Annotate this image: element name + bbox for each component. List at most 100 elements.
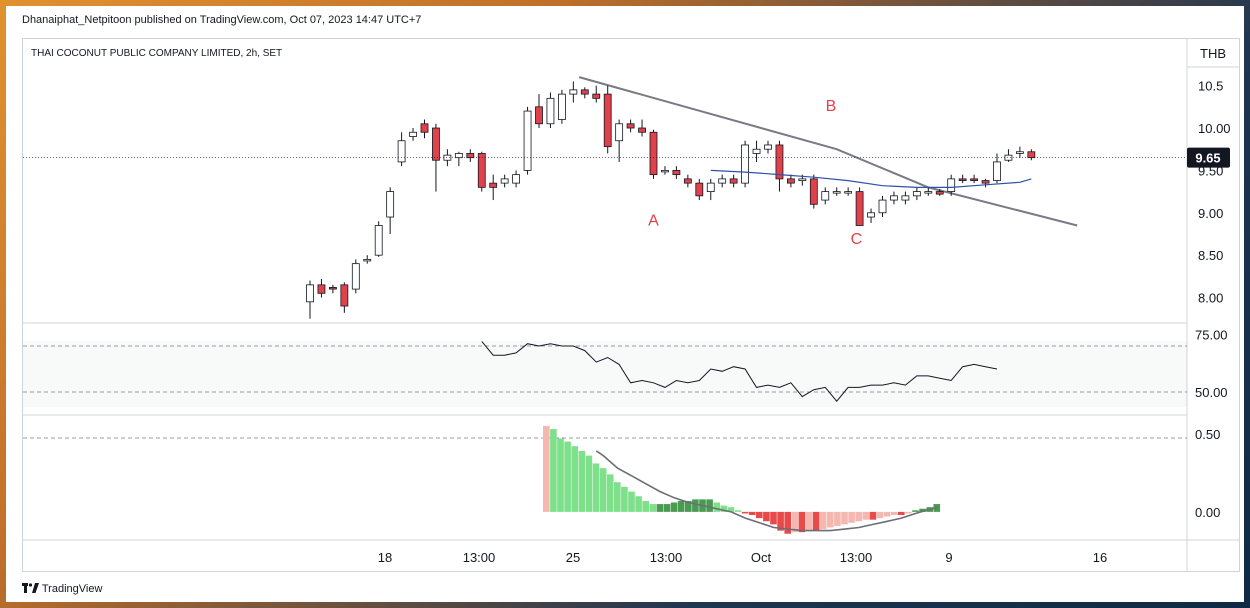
histogram-bar — [741, 511, 749, 514]
candle — [558, 93, 566, 120]
tradingview-logo-icon — [22, 583, 39, 593]
histogram-bar — [812, 511, 820, 531]
candle — [512, 174, 521, 184]
histogram-bar — [663, 504, 671, 512]
candle — [855, 191, 864, 226]
candle — [592, 93, 601, 99]
candle — [924, 191, 933, 194]
candle — [432, 127, 440, 161]
candle — [935, 191, 944, 195]
candle — [890, 195, 898, 201]
histogram-bar — [855, 511, 862, 522]
last-price-label: 9.65 — [1195, 151, 1220, 166]
candle — [638, 127, 646, 133]
histogram-bar — [692, 499, 699, 512]
histogram-bar — [777, 511, 784, 531]
candle — [466, 153, 475, 159]
histogram-bar — [876, 511, 884, 519]
histogram-bar — [564, 441, 571, 512]
time-tick-label: 25 — [566, 550, 580, 565]
histogram-bar — [571, 446, 578, 512]
trendline — [578, 76, 1078, 227]
candle — [672, 170, 681, 176]
candle — [878, 199, 887, 214]
candle — [569, 89, 578, 95]
candle — [374, 225, 383, 256]
candle — [351, 263, 360, 290]
candle — [764, 144, 772, 150]
candle — [958, 178, 967, 181]
histogram-bar — [756, 511, 763, 519]
histogram-bar — [883, 511, 891, 517]
wave-label-a: A — [648, 213, 659, 230]
chart-canvas[interactable]: THAI COCONUT PUBLIC COMPANY LIMITED, 2h,… — [23, 39, 1239, 571]
histogram-bar — [621, 486, 628, 512]
histogram-bar — [784, 511, 791, 534]
histogram-bar — [805, 511, 813, 531]
histogram-bar — [642, 500, 649, 512]
footer-brand[interactable]: TradingView — [22, 583, 102, 595]
candle — [615, 123, 624, 142]
price-tick-label: 10.5 — [1198, 79, 1223, 94]
candle — [912, 191, 921, 197]
price-pane[interactable] — [23, 39, 1187, 323]
candle — [741, 144, 749, 184]
candle — [409, 131, 417, 137]
histogram-bar — [713, 502, 720, 512]
rsi-band — [23, 341, 1187, 407]
histogram-bar — [685, 500, 692, 512]
candle — [546, 97, 555, 125]
candle — [947, 178, 956, 192]
candle — [420, 123, 429, 133]
histogram-bar — [656, 504, 664, 512]
histogram-bar — [720, 505, 728, 512]
candle — [535, 106, 543, 125]
candle — [626, 123, 635, 129]
histogram-bar — [919, 508, 926, 512]
price-tick-label: 10.00 — [1198, 121, 1231, 136]
currency-label[interactable]: THB — [1200, 46, 1226, 61]
histogram-bar — [543, 425, 550, 512]
chart-card: Dhanaiphat_Netpitoon published on Tradin… — [6, 6, 1244, 602]
histogram-bar — [798, 511, 806, 533]
time-tick-label: 9 — [945, 550, 952, 565]
candle — [683, 178, 692, 184]
histogram-bar — [905, 511, 912, 514]
candle — [649, 131, 658, 176]
histogram-bar — [791, 511, 799, 533]
candle — [752, 148, 761, 154]
candle — [580, 89, 589, 95]
histogram-tick-label: 0.50 — [1195, 427, 1220, 442]
histogram-bar — [819, 511, 827, 530]
histogram-bar — [734, 510, 742, 512]
candle — [821, 191, 830, 201]
symbol-title: THAI COCONUT PUBLIC COMPANY LIMITED, 2h,… — [31, 48, 282, 59]
candle — [867, 212, 875, 218]
rsi-tick-label: 75.00 — [1195, 328, 1228, 343]
time-tick-label: 13:00 — [650, 550, 683, 565]
candle — [386, 191, 395, 218]
histogram-bar — [628, 491, 635, 512]
candle — [729, 178, 738, 184]
histogram-bar — [585, 455, 593, 512]
candle — [1027, 151, 1036, 159]
time-tick-label: 13:00 — [463, 550, 496, 565]
price-tick-label: 8.00 — [1198, 291, 1223, 306]
histogram-bar — [614, 482, 621, 512]
histogram-bar — [649, 504, 657, 512]
histogram-bar — [670, 502, 678, 512]
time-tick-label: 16 — [1093, 550, 1107, 565]
candle — [993, 161, 1001, 181]
candle — [1016, 151, 1024, 154]
price-tick-label: 9.00 — [1198, 206, 1223, 221]
time-tick-label: 13:00 — [840, 550, 873, 565]
histogram-bar — [677, 500, 685, 512]
histogram-bar — [635, 496, 642, 512]
wave-label-c: C — [851, 231, 863, 248]
candle — [718, 178, 727, 184]
chart-container[interactable]: THAI COCONUT PUBLIC COMPANY LIMITED, 2h,… — [22, 38, 1240, 572]
candle — [695, 182, 704, 197]
candle — [397, 140, 406, 163]
candle — [603, 93, 612, 148]
